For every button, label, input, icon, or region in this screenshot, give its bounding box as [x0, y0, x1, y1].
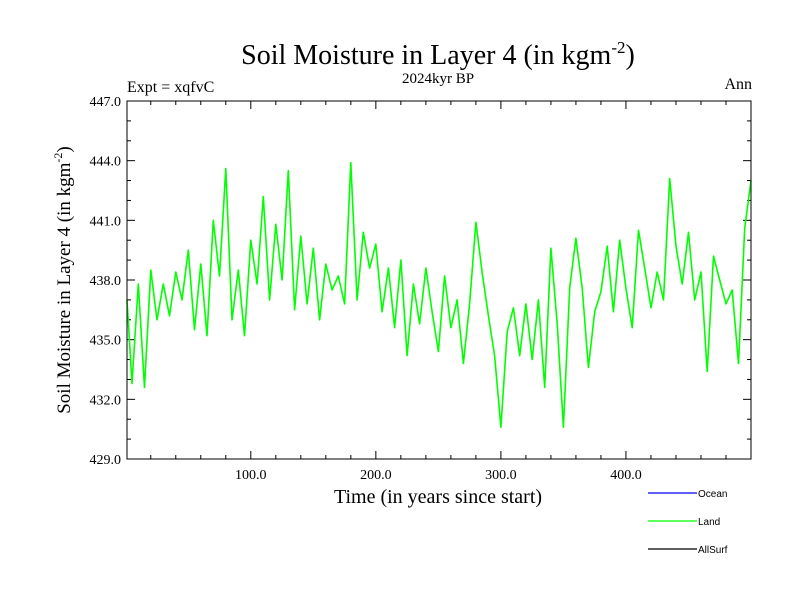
x-tick-label: 400.0: [610, 468, 642, 483]
y-tick-labels: 429.0 432.0 435.0 438.0 441.0 444.0 447.0: [90, 95, 122, 468]
x-tick-label: 100.0: [235, 468, 267, 483]
x-axis-label: Time (in years since start): [334, 486, 542, 508]
series-layer: [126, 161, 752, 429]
legend-label-allsurf: AllSurf: [698, 545, 728, 556]
x-tick-labels: 100.0 200.0 300.0 400.0: [235, 468, 642, 483]
axis-ticks: [127, 100, 751, 460]
chart-subtitle: 2024kyr BP: [402, 71, 474, 87]
period-label: Ann: [724, 76, 752, 93]
legend: Ocean Land AllSurf: [648, 489, 728, 556]
y-tick-label: 441.0: [90, 214, 122, 229]
x-tick-label: 300.0: [485, 468, 517, 483]
y-tick-label: 444.0: [90, 155, 122, 170]
plot-frame: [126, 100, 752, 460]
y-axis-label: Soil Moisture in Layer 4 (in kgm-2): [51, 146, 75, 414]
y-tick-label: 447.0: [90, 95, 122, 110]
y-tick-label: 432.0: [90, 393, 122, 408]
legend-label-land: Land: [698, 517, 720, 528]
chart-title: Soil Moisture in Layer 4 (in kgm-2): [241, 38, 635, 71]
y-tick-label: 435.0: [90, 334, 122, 349]
experiment-label: Expt = xqfvC: [127, 79, 214, 96]
legend-label-ocean: Ocean: [698, 489, 727, 500]
y-tick-label: 429.0: [90, 453, 122, 468]
y-tick-label: 438.0: [90, 274, 122, 289]
x-tick-label: 200.0: [360, 468, 392, 483]
series-line-land: [126, 161, 752, 429]
